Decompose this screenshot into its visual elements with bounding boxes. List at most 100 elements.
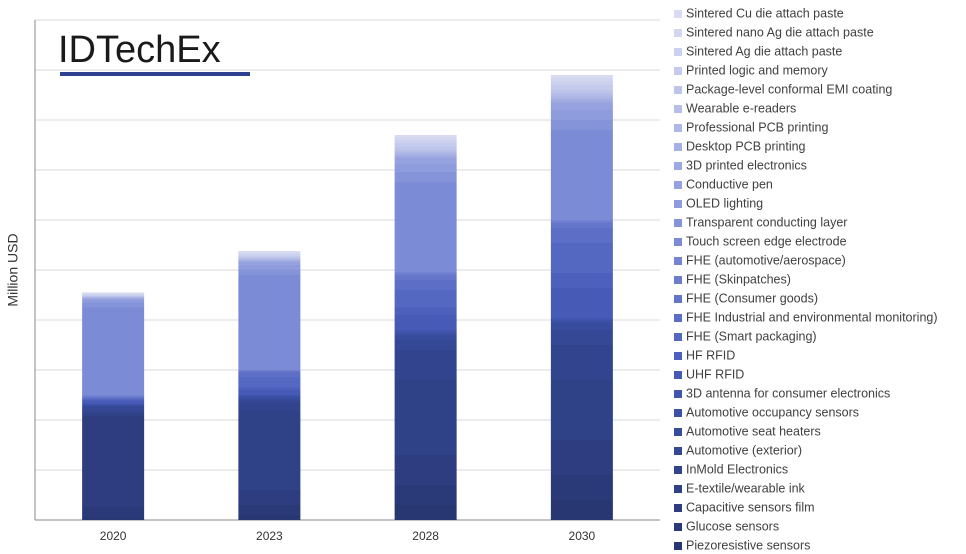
legend-label: Automotive (exterior) (686, 443, 802, 457)
bar-segment (394, 273, 457, 275)
bar-segment (550, 330, 613, 345)
bar-segment (238, 257, 301, 258)
legend-label: E-textile/wearable ink (686, 481, 806, 495)
bar-segment (394, 455, 457, 485)
legend-swatch (674, 67, 682, 75)
bar-segment (238, 371, 301, 373)
legend-swatch (674, 29, 682, 37)
bar-segment (550, 320, 613, 323)
legend-swatch (674, 504, 682, 512)
bar-segment (238, 259, 301, 260)
bar-segment (394, 290, 457, 308)
bar-segment (82, 506, 145, 518)
legend-label: Sintered Cu die attach paste (686, 6, 844, 20)
bar-segment (394, 485, 457, 505)
legend-label: UHF RFID (686, 367, 744, 381)
legend-label: FHE Industrial and environmental monitor… (686, 310, 938, 324)
legend-label: Conductive pen (686, 177, 773, 191)
legend-label: HF RFID (686, 348, 735, 362)
bar-segment (394, 272, 457, 274)
legend-label: InMold Electronics (686, 462, 788, 476)
legend-label: Wearable e-readers (686, 101, 796, 115)
bar-segment (550, 440, 613, 475)
bar-segment (238, 515, 301, 520)
legend-label: Sintered nano Ag die attach paste (686, 25, 874, 39)
x-tick-label: 2023 (256, 529, 283, 543)
legend-swatch (674, 105, 682, 113)
y-axis-label: Million USD (5, 233, 21, 306)
bar-segment (394, 280, 457, 290)
bar-segment (82, 296, 145, 297)
bar-segment (82, 295, 145, 296)
bar-segment (238, 402, 301, 410)
bar-segment (394, 332, 457, 335)
bar-segment (82, 414, 145, 417)
legend-swatch (674, 257, 682, 265)
legend-swatch (674, 162, 682, 170)
bar-segment (82, 400, 145, 401)
bar-segment (82, 293, 145, 295)
bar-segment (82, 298, 145, 299)
bar-segment (82, 300, 145, 303)
bar-segment (238, 400, 301, 403)
bar-segment (550, 120, 613, 130)
bar-segment (550, 221, 613, 223)
legend-label: FHE (Consumer goods) (686, 291, 818, 305)
bar-segment (238, 370, 301, 371)
bar-segment (238, 265, 301, 270)
bar-segment (82, 297, 145, 298)
bar-segment (394, 158, 457, 164)
legend-swatch (674, 124, 682, 132)
bar-segment (82, 404, 145, 406)
bar-segment (394, 156, 457, 158)
bar-segment (238, 377, 301, 388)
bar-segment (238, 410, 301, 490)
bar-segment (238, 262, 301, 265)
bar-segment (550, 95, 613, 98)
bar-segment (238, 396, 301, 398)
bar-segment (394, 137, 457, 140)
legend-swatch (674, 523, 682, 531)
legend-swatch (674, 352, 682, 360)
legend-label: Professional PCB printing (686, 120, 828, 134)
legend-swatch (674, 276, 682, 284)
x-tick-label: 2020 (100, 529, 127, 543)
bar-segment (550, 103, 613, 110)
legend-swatch (674, 447, 682, 455)
bar-segment (394, 182, 457, 272)
legend-swatch (674, 238, 682, 246)
bar-segment (394, 164, 457, 172)
bar-segment (550, 323, 613, 330)
bar-segment (394, 135, 457, 138)
legend-label: Glucose sensors (686, 519, 779, 533)
legend-label: Desktop PCB printing (686, 139, 806, 153)
legend-swatch (674, 181, 682, 189)
bar-segment (394, 143, 457, 147)
x-tick-label: 2030 (569, 529, 596, 543)
bar-segment (550, 75, 613, 78)
bar-segment (82, 517, 145, 520)
bar-segment (394, 154, 457, 156)
bar-segment (550, 318, 613, 321)
bar-segment (550, 85, 613, 90)
bar-segment (550, 81, 613, 85)
bar-segment (82, 307, 145, 395)
bar-segment (82, 405, 145, 407)
bar-segment (82, 403, 145, 405)
bar-segment (238, 395, 301, 396)
bar-segment (394, 307, 457, 315)
legend-swatch (674, 390, 682, 398)
bar-segment (550, 345, 613, 380)
bar-segment (394, 315, 457, 330)
bar-segment (550, 243, 613, 273)
logo-underline (60, 72, 250, 76)
legend-swatch (674, 485, 682, 493)
bar-segment (394, 350, 457, 380)
legend-swatch (674, 333, 682, 341)
legend-swatch (674, 10, 682, 18)
bar-segment (238, 258, 301, 259)
bar-segment (394, 152, 457, 154)
legend-swatch (674, 219, 682, 227)
bar-segment (82, 401, 145, 404)
bar-segment (550, 130, 613, 220)
